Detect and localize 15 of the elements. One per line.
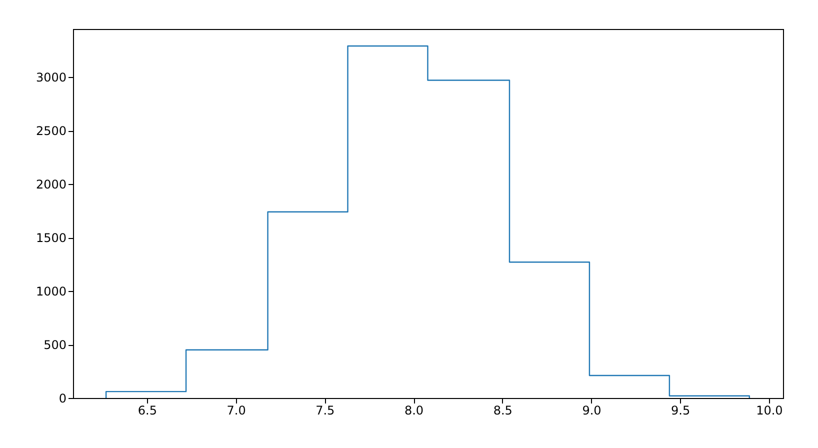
- y-tick-label: 0: [58, 392, 66, 406]
- x-tick-label: 6.5: [138, 404, 157, 418]
- y-tick-label: 2000: [36, 178, 66, 192]
- y-tick-label: 1000: [36, 284, 66, 299]
- x-tick-label: 9.5: [671, 404, 690, 418]
- y-tick-label: 500: [44, 338, 66, 352]
- x-tick-label: 10.0: [756, 404, 783, 418]
- x-tick-label: 8.0: [404, 404, 424, 418]
- x-tick-label: 7.0: [226, 404, 246, 418]
- x-tick-label: 8.5: [493, 404, 512, 418]
- x-tick-label: 7.5: [316, 404, 335, 418]
- y-tick-label: 1500: [36, 231, 66, 246]
- y-tick-label: 3000: [36, 70, 66, 85]
- x-tick-label: 9.0: [582, 404, 602, 418]
- y-tick-label: 2500: [36, 124, 66, 138]
